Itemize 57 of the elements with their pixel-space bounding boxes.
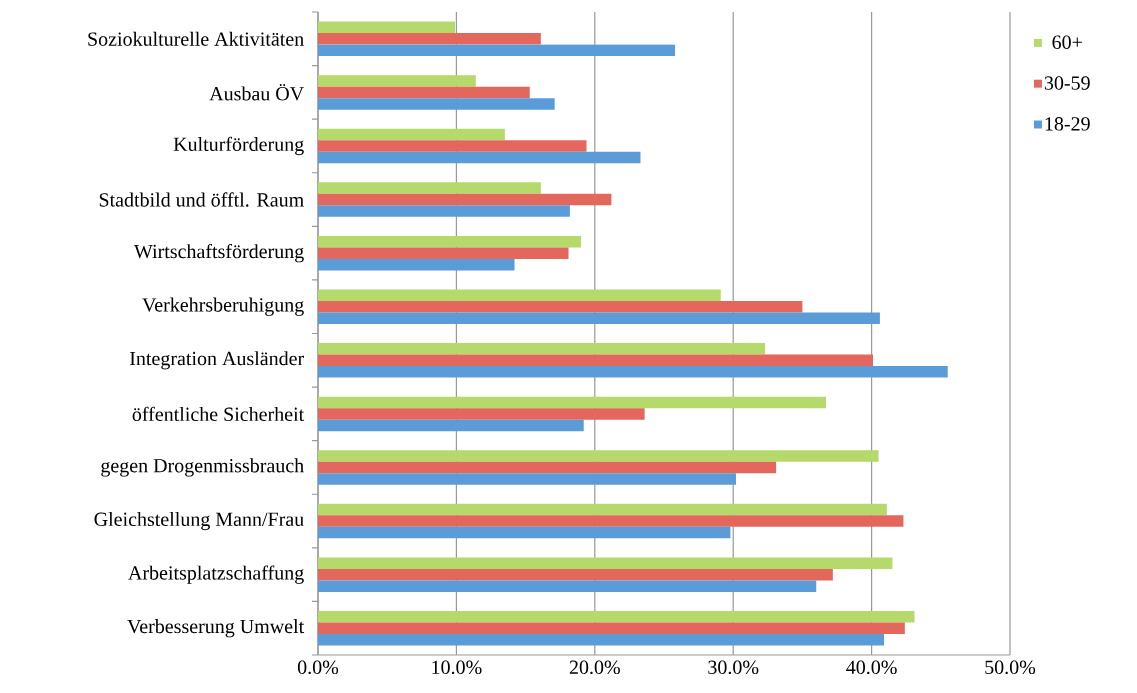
bar xyxy=(318,300,803,313)
y-tick-label: Verkehrsberuhigung xyxy=(142,297,304,316)
y-tick-label: Wirtschaftsförderung xyxy=(133,243,304,263)
bar xyxy=(318,461,777,474)
bar xyxy=(318,33,541,45)
y-tick-label: gegen Drogenmissbrauch xyxy=(101,458,304,477)
y-tick-label: Verbesserung Umwelt xyxy=(127,619,305,638)
bar xyxy=(318,610,915,623)
bar xyxy=(318,182,541,194)
x-tick-label: 20.0% xyxy=(569,660,620,675)
bar xyxy=(318,419,584,432)
bar xyxy=(318,258,515,271)
x-tick-label: 10.0% xyxy=(432,660,482,675)
y-tick-label: Stadtbild und öfftl. Raum xyxy=(99,192,304,207)
x-tick-label: 0.0% xyxy=(297,660,339,675)
y-tick-label: Ausbau ÖV xyxy=(209,84,304,101)
bar xyxy=(318,98,555,110)
bar xyxy=(318,633,885,646)
y-tick-label: Integration Ausländer xyxy=(129,351,305,370)
bar xyxy=(318,473,736,485)
x-tick-label: 50.0% xyxy=(985,660,1036,675)
bar xyxy=(318,568,833,581)
legend-label: 60+ xyxy=(1052,35,1082,49)
bar xyxy=(318,21,456,34)
bar xyxy=(318,354,873,367)
y-tick-label: öffentliche Sicherheit xyxy=(132,406,305,422)
bar xyxy=(318,128,505,141)
bar xyxy=(318,86,530,99)
bar xyxy=(318,140,587,152)
bar xyxy=(318,289,721,301)
bar xyxy=(318,75,476,87)
y-tick-label: Arbeitsplatzschaffung xyxy=(128,565,304,584)
bar xyxy=(318,235,581,248)
bar xyxy=(318,343,766,355)
x-tick-label: 30.0% xyxy=(708,660,759,675)
bar xyxy=(318,450,879,462)
bar xyxy=(318,44,676,57)
bar xyxy=(318,247,569,259)
legend-label: 30-59 xyxy=(1044,76,1090,90)
bar xyxy=(318,622,905,634)
bar xyxy=(318,408,645,420)
y-tick-label: Soziokulturelle Aktivitäten xyxy=(88,31,304,46)
bar xyxy=(318,557,893,569)
bar xyxy=(318,151,641,164)
y-tick-label: Gleichstellung Mann/Frau xyxy=(94,511,304,531)
legend-label: 18-29 xyxy=(1045,117,1090,131)
bar xyxy=(318,515,904,527)
bar xyxy=(318,503,887,516)
bar xyxy=(318,205,570,217)
bar xyxy=(318,193,612,206)
bar xyxy=(318,312,880,324)
bar xyxy=(318,396,826,409)
x-tick-label: 40.0% xyxy=(846,660,897,675)
bar xyxy=(318,366,948,378)
bar xyxy=(318,580,817,592)
y-tick-label: Kulturförderung xyxy=(173,136,304,156)
bar xyxy=(318,526,731,539)
